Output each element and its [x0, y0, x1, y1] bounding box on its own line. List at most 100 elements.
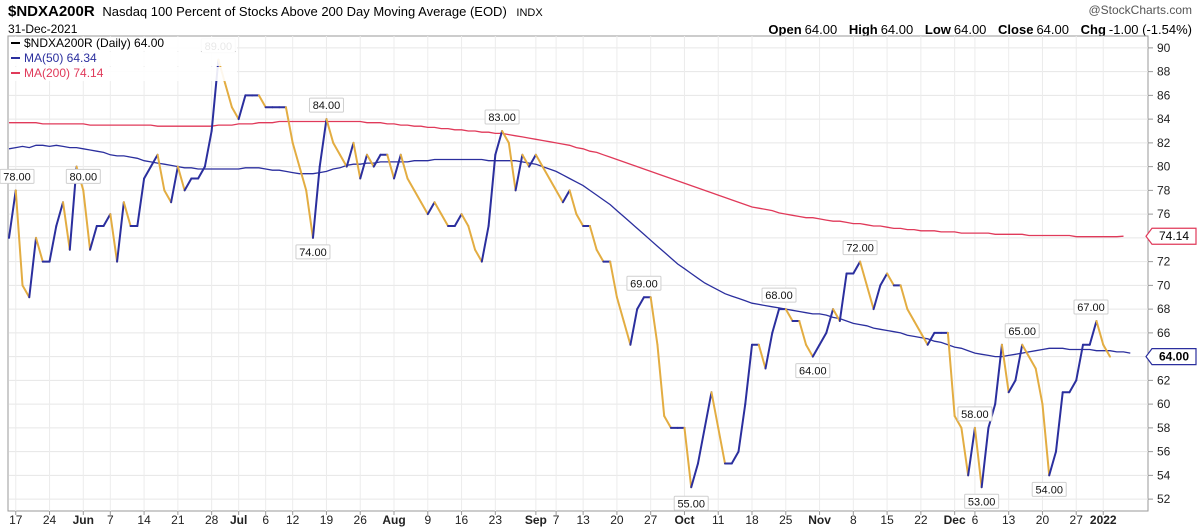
x-tick-label: 26	[354, 513, 368, 527]
data-label: 54.00	[1035, 484, 1063, 496]
price-segment	[420, 201, 429, 216]
price-segment	[48, 225, 58, 263]
price-segment	[1027, 355, 1037, 370]
x-tick-label: Dec	[944, 513, 966, 527]
price-segment	[622, 320, 632, 346]
price-segment	[994, 343, 1003, 406]
x-tick-label: 7	[107, 513, 114, 527]
x-tick-label: 11	[712, 513, 725, 527]
price-segment	[575, 213, 585, 227]
x-tick-label: 27	[1070, 513, 1084, 527]
price-segment	[359, 153, 368, 180]
price-segment	[757, 343, 767, 370]
description-label: Nasdaq 100 Percent of Stocks Above 200 D…	[102, 4, 507, 19]
price-segment	[1068, 379, 1078, 394]
legend-entry: $NDXA200R (Daily) 64.00	[24, 36, 164, 50]
x-tick-label: 6	[972, 513, 979, 527]
price-tags: 74.14 64.00	[1145, 227, 1197, 366]
price-segment	[548, 177, 558, 192]
exchange-label: INDX	[516, 7, 543, 19]
copyright-label[interactable]: @StockCharts.com	[1088, 3, 1192, 17]
x-tick-label: 16	[455, 513, 469, 527]
chg-label: Chg	[1080, 22, 1106, 37]
x-tick-label: 27	[644, 513, 658, 527]
y-tick-label: 80	[1157, 160, 1171, 174]
price-segment	[203, 130, 213, 168]
date-label: 31-Dec-2021	[8, 22, 78, 36]
data-label: 74.00	[299, 247, 327, 259]
x-tick-label: 24	[43, 513, 57, 527]
price-segment	[1034, 367, 1044, 406]
x-tick-label: 21	[171, 513, 185, 527]
price-segment	[386, 153, 396, 180]
price-segment	[467, 225, 477, 251]
high-label: High	[848, 22, 878, 37]
price-segment	[237, 94, 247, 121]
price-segment	[967, 426, 976, 477]
y-axis: 5254565860626466687072747678808284868890	[1148, 41, 1171, 506]
x-tick-label: 23	[489, 513, 503, 527]
price-segment	[345, 141, 355, 168]
chart-header: $NDXA200R Nasdaq 100 Percent of Stocks A…	[8, 3, 543, 20]
price-segment	[494, 130, 504, 156]
price-segment	[1088, 320, 1098, 346]
x-tick-label: 14	[137, 513, 151, 527]
low-value: 64.00	[953, 22, 987, 37]
data-label-box	[1004, 323, 1040, 339]
price-segment	[514, 153, 524, 192]
price-tag: 74.14	[1145, 227, 1197, 245]
data-label-box	[795, 363, 831, 379]
x-tick-label: 13	[576, 513, 590, 527]
price-segment	[886, 272, 895, 287]
price-segment	[771, 308, 781, 334]
legend-bg	[9, 67, 237, 81]
price-segment	[305, 189, 314, 239]
price-segment	[257, 94, 267, 109]
y-tick-label: 90	[1157, 41, 1171, 55]
y-tick-label: 54	[1157, 468, 1171, 482]
price-segment	[143, 165, 152, 180]
price-segment	[102, 213, 112, 227]
price-segment	[365, 153, 375, 168]
price-segment	[156, 153, 166, 192]
price-segment	[1000, 343, 1010, 394]
price-segment	[501, 130, 510, 144]
x-tick-label: Jul	[230, 513, 247, 527]
price-segment	[55, 201, 65, 227]
price-segment	[859, 260, 868, 287]
price-segment	[906, 308, 916, 322]
data-label: 83.00	[488, 112, 516, 124]
y-tick-label: 66	[1157, 326, 1171, 340]
price-segment	[372, 153, 382, 168]
price-segment	[838, 272, 848, 322]
price-segment	[109, 213, 119, 263]
price-segment	[744, 343, 754, 406]
open-value: 64.00	[804, 22, 838, 37]
plot-area	[7, 35, 1149, 512]
price-segment	[899, 284, 909, 311]
price-segment	[973, 426, 983, 489]
price-segment	[338, 153, 348, 168]
price-segment	[393, 153, 402, 180]
price-tag: 64.00	[1145, 348, 1197, 366]
price-segment	[615, 296, 625, 322]
price-segment	[8, 189, 17, 239]
price-segment	[89, 225, 98, 251]
price-segment	[913, 320, 922, 334]
price-segment	[163, 189, 173, 204]
price-segment	[865, 284, 875, 311]
price-segment	[690, 462, 699, 489]
price-segment	[136, 177, 146, 227]
close-value: 64.00	[1036, 22, 1069, 37]
price-segment	[35, 236, 44, 263]
symbol-label: $NDXA200R	[8, 3, 95, 20]
y-tick-label: 82	[1157, 136, 1171, 150]
data-label-box	[484, 109, 520, 125]
price-segment	[1048, 450, 1057, 477]
y-tick-label: 52	[1157, 492, 1171, 506]
price-segment	[183, 177, 193, 192]
data-label: 78.00	[3, 171, 31, 183]
price-tag-box	[1145, 227, 1197, 245]
